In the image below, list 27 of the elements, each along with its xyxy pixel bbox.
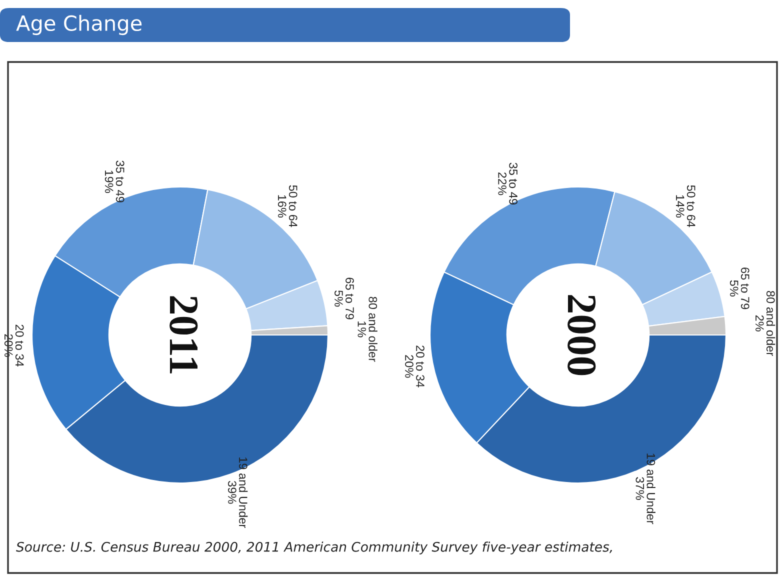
slice-label: 50 to 64 [686,185,696,228]
source-note: Source: U.S. Census Bureau 2000, 2011 American Community Survey five-year estimates, [16,542,612,554]
slice-label: 80 and older [766,290,776,356]
data-label: 39% [228,480,236,504]
slice-label: 20 to 34 [15,324,24,366]
slice-label: 19 and Under [238,457,248,528]
slice-label: 35 to 49 [509,162,518,204]
data-label: 22% [498,172,506,196]
slice-label: 50 to 64 [288,185,298,228]
data-label: 2% [755,315,764,332]
data-label: 1% [358,322,366,338]
data-label: 37% [636,477,644,500]
text: 2000 [568,295,596,376]
data-label: 16% [278,195,286,218]
slice-label: 20 to 34 [416,346,424,388]
data-label: 5% [334,290,343,307]
slice-label: 65 to 79 [740,268,750,310]
slice-label: 80 and older [368,296,378,362]
slice-label: 65 to 79 [346,278,354,320]
data-label: 5% [730,280,738,296]
text: 2011 [170,296,198,374]
slice-label: 35 to 49 [116,160,124,202]
data-label: 14% [676,195,684,218]
text: Age Change [16,14,142,36]
slice-label: 19 and Under [646,454,656,524]
data-label: 19% [104,170,114,193]
data-label: 20% [405,355,414,378]
